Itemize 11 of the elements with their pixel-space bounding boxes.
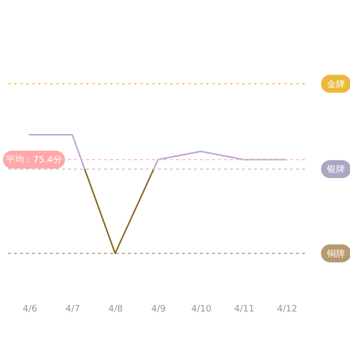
- ref-line-label: 平均：75.4分: [6, 154, 62, 166]
- x-tick-label: 4/8: [108, 304, 124, 314]
- ref-line-label: 金牌: [327, 78, 345, 90]
- x-tick-label: 4/12: [276, 304, 298, 314]
- x-tick-label: 4/10: [191, 304, 212, 314]
- x-tick-label: 4/6: [22, 304, 38, 314]
- ref-line-label: 铜牌: [326, 248, 345, 260]
- x-tick-label: 4/11: [234, 304, 254, 314]
- ref-line-label: 银牌: [326, 164, 345, 176]
- x-tick-label: 4/7: [66, 304, 80, 314]
- x-tick-label: 4/9: [151, 304, 166, 314]
